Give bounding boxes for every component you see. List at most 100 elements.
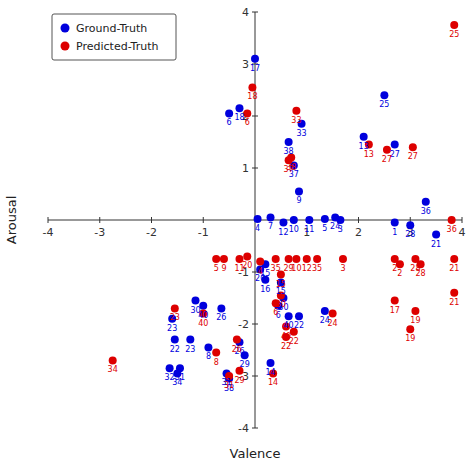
point-label: 27 [408,152,418,161]
point [217,304,225,312]
legend-marker [61,42,70,51]
point [212,255,220,263]
point [279,219,287,227]
y-tick-label: -2 [238,318,249,331]
y-tick-label: 1 [242,162,249,175]
point-label: 5 [322,224,327,233]
point [450,255,458,263]
legend-entry: Ground-Truth [76,22,147,35]
point-label: 36 [421,207,431,216]
y-tick [252,116,258,117]
point-label: 12 [278,228,288,237]
point [450,289,458,297]
point [272,255,280,263]
point [321,215,329,223]
point-label: 40 [198,319,208,328]
x-tick-label: -2 [146,226,157,239]
point-label: 9 [221,264,226,273]
points [109,21,459,383]
point [406,325,414,333]
point-label: 14 [268,378,278,387]
point [339,255,347,263]
x-tick-label: 4 [459,226,466,239]
point [321,307,329,315]
point [391,141,399,149]
y-tick-label: 3 [242,58,249,71]
point-label: 18 [247,92,257,101]
point [109,356,117,364]
point-label: 20 [242,261,252,270]
point [285,312,293,320]
point-label: 1 [392,228,397,237]
point [248,83,256,91]
point-label: 23 [167,324,177,333]
x-tick-label: -1 [198,226,209,239]
point-label: 13 [364,150,374,159]
point [313,255,321,263]
point-label: 22 [294,321,304,330]
point-label: 12 [302,264,312,273]
point-label: 10 [291,264,301,273]
point-label: 17 [250,64,260,73]
point-label: 10 [289,225,299,234]
point-label: 23 [170,313,180,322]
point [380,91,388,99]
point-label: 33 [296,129,306,138]
point-label: 11 [304,225,314,234]
point-label: 16 [260,285,270,294]
point [220,255,228,263]
point-label: 6 [273,308,278,317]
point [303,255,311,263]
point [254,215,262,223]
point-label: 21 [449,298,459,307]
x-tick-label: -4 [43,226,54,239]
point [235,104,243,112]
point-label: 25 [379,100,389,109]
y-tick-label: -4 [238,422,249,435]
y-tick [252,376,258,377]
point [411,307,419,315]
point-label: 33 [291,116,301,125]
y-tick-label: 4 [242,6,249,19]
point [251,55,259,63]
point-label: 38 [284,147,294,156]
point-label: 21 [449,264,459,273]
point [305,216,313,224]
point-label: 36 [447,225,457,234]
point-label: 9 [296,196,301,205]
point [171,336,179,344]
point [285,138,293,146]
point-label: 27 [382,155,392,164]
point [391,219,399,227]
point [186,336,194,344]
point [450,21,458,29]
point [432,231,440,239]
point-label: 24 [330,222,340,231]
point-label: 6 [245,118,250,127]
point [409,143,417,151]
legend-entry: Predicted-Truth [76,40,159,53]
x-tick [462,217,463,223]
point-label: 40 [284,321,294,330]
point [331,213,339,221]
point-label: 35 [312,264,322,273]
point [290,216,298,224]
y-tick [252,324,258,325]
point-label: 8 [214,358,219,367]
point-label: 7 [268,222,273,231]
legend: Ground-Truth Predicted-Truth [52,14,176,60]
legend-marker [61,24,70,33]
point [285,255,293,263]
point [360,133,368,141]
point-label: 29 [240,360,250,369]
point-label: 2 [397,269,402,278]
point-label: 19 [405,334,415,343]
point-label: 8 [206,352,211,361]
point [391,297,399,305]
point-label: 35 [271,264,281,273]
point-label: 17 [390,306,400,315]
y-tick [252,12,258,13]
point-label: 3 [340,264,345,273]
point [243,252,251,260]
point-label: 18 [234,113,244,122]
